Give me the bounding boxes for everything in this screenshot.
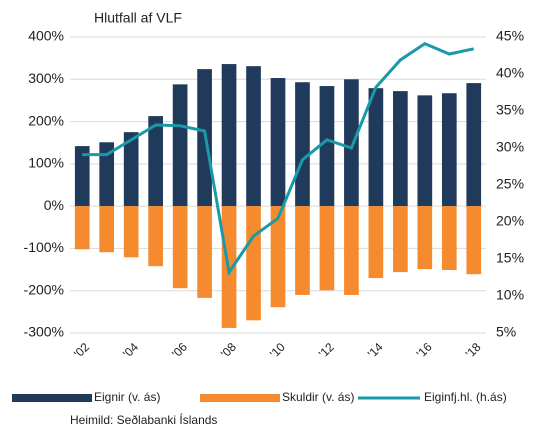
bar [74,146,90,207]
x-tick-label: '14 [365,340,386,361]
x-tick-label: '06 [169,340,190,361]
bar [123,206,139,258]
bar [319,206,335,291]
x-tick-label: '08 [218,340,239,361]
bar [319,86,335,207]
bar [441,206,457,270]
bar [295,206,310,295]
y2-tick-label: 25% [496,176,524,192]
legend-label: Eiginfj.hl. (h.ás) [424,390,507,404]
bar [344,79,359,207]
y2-tick-label: 5% [496,324,516,340]
bar [74,206,90,250]
bar [417,206,433,270]
bar [99,206,115,253]
legend-label: Eignir (v. ás) [94,390,160,404]
y2-tick-label: 30% [496,139,524,155]
bar [368,88,384,207]
y-tick-label: 300% [28,70,64,86]
bar [148,116,163,207]
bar [221,64,237,207]
bar [344,206,359,295]
bar [393,91,408,207]
legend-swatch [12,394,92,402]
y2-tick-label: 35% [496,102,524,118]
x-tick-label: '18 [463,340,484,361]
y2-tick-label: 10% [496,287,524,303]
legend-label: Skuldir (v. ás) [282,390,354,404]
bar [270,206,286,308]
y-tick-label: -100% [24,239,64,255]
x-tick-label: '04 [120,340,141,361]
x-tick-label: '10 [267,340,288,361]
bar [197,206,212,298]
x-tick-label: '02 [71,340,92,361]
y-tick-label: 0% [44,197,64,213]
source: Heimild: Seðlabanki Íslands [70,412,217,427]
y2-tick-label: 15% [496,250,524,266]
bar [99,142,115,207]
x-tick-label: '16 [414,340,435,361]
bar [148,206,163,267]
bar [270,78,286,207]
line [82,41,475,277]
y-tick-label: -200% [24,281,64,297]
bar [172,206,188,289]
y-tick-label: 400% [28,28,64,44]
x-tick-label: '12 [316,340,337,361]
bar [368,206,384,279]
bar [393,206,408,273]
bar [172,84,188,207]
bar [417,95,433,207]
legend-swatch [200,394,280,402]
y-tick-label: 200% [28,112,64,128]
bar [246,206,261,321]
bar [246,66,261,207]
bar [466,83,482,207]
y-tick-label: 100% [28,155,64,171]
y2-tick-label: 20% [496,213,524,229]
bar [466,206,482,275]
y-tick-label: -300% [24,324,64,340]
y2-tick-label: 40% [496,65,524,81]
y-axis-label: Hlutfall af VLF [94,10,182,26]
bar [441,93,457,207]
y2-tick-label: 45% [496,28,524,44]
bar [295,82,310,207]
bar [123,132,139,207]
